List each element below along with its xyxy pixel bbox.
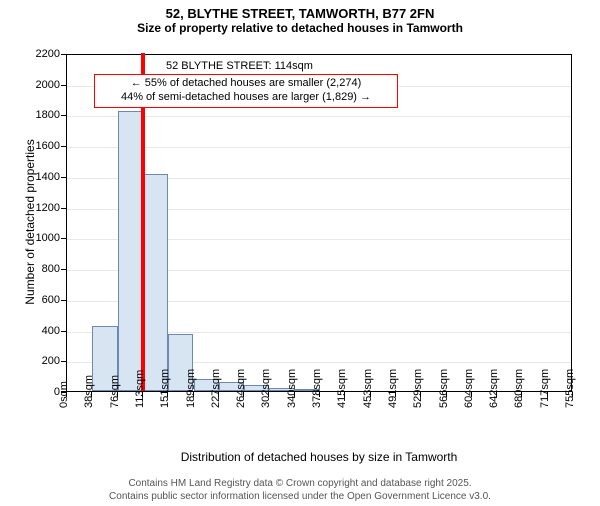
- ytick-mark: [61, 300, 66, 302]
- ytick-label: 800: [22, 263, 60, 275]
- ytick-mark: [61, 115, 66, 117]
- ytick-label: 1400: [22, 171, 60, 183]
- ytick-mark: [61, 269, 66, 271]
- ytick-label: 600: [22, 294, 60, 306]
- ytick-label: 1200: [22, 202, 60, 214]
- annotation-box: ← 55% of detached houses are smaller (2,…: [94, 74, 398, 108]
- x-axis-label: Distribution of detached houses by size …: [66, 450, 572, 464]
- ytick-label: 400: [22, 325, 60, 337]
- ytick-label: 1000: [22, 232, 60, 244]
- histogram-bar: [118, 111, 143, 391]
- ytick-mark: [61, 177, 66, 179]
- ytick-label: 2200: [22, 48, 60, 60]
- footer-line-2: Contains public sector information licen…: [0, 491, 600, 504]
- histogram-bar: [143, 174, 168, 391]
- ytick-mark: [61, 146, 66, 148]
- annotation-line-1: ← 55% of detached houses are smaller (2,…: [101, 77, 391, 91]
- ytick-label: 2000: [22, 79, 60, 91]
- ytick-mark: [61, 238, 66, 240]
- ytick-mark: [61, 361, 66, 363]
- ytick-label: 1600: [22, 140, 60, 152]
- ytick-mark: [61, 331, 66, 333]
- ytick-mark: [61, 208, 66, 210]
- ytick-label: 1800: [22, 109, 60, 121]
- chart-title-sub: Size of property relative to detached ho…: [0, 21, 600, 35]
- ytick-label: 0: [22, 386, 60, 398]
- chart-title-main: 52, BLYTHE STREET, TAMWORTH, B77 2FN: [0, 6, 600, 21]
- annotation-line-2: 44% of semi-detached houses are larger (…: [101, 91, 391, 105]
- chart-footer: Contains HM Land Registry data © Crown c…: [0, 478, 600, 503]
- ytick-label: 200: [22, 355, 60, 367]
- annotation-header: 52 BLYTHE STREET: 114sqm: [166, 60, 313, 72]
- ytick-mark: [61, 54, 66, 56]
- footer-line-1: Contains HM Land Registry data © Crown c…: [0, 478, 600, 491]
- ytick-mark: [61, 85, 66, 87]
